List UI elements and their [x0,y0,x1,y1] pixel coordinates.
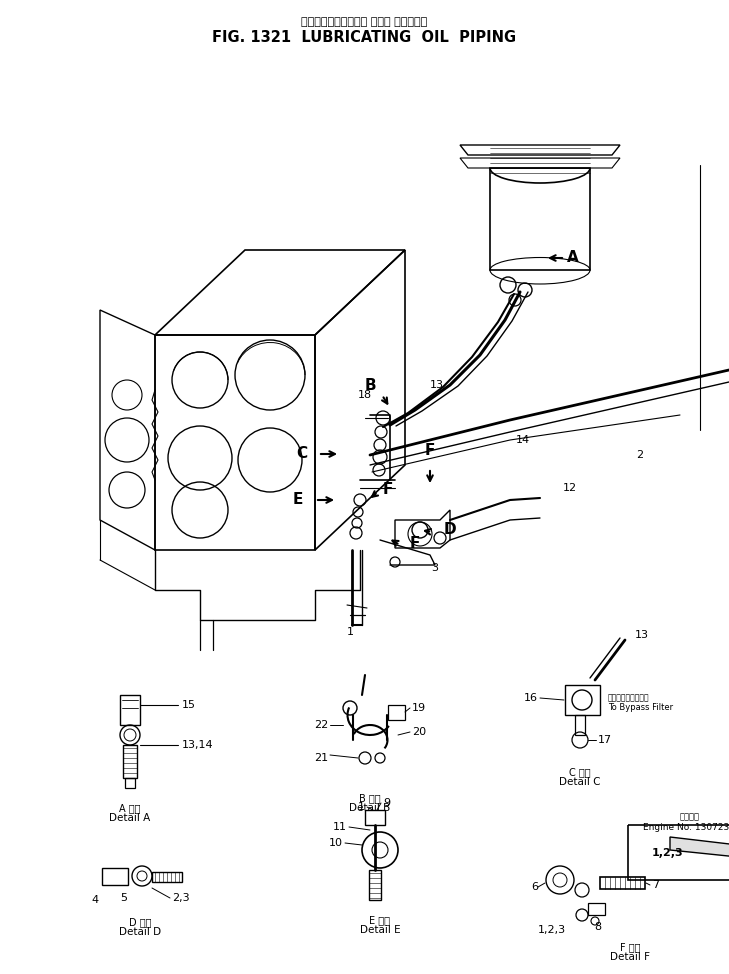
Text: E: E [292,493,303,507]
Text: F: F [410,536,421,550]
Text: 13: 13 [635,630,649,640]
Text: A: A [567,250,579,266]
Text: 1: 1 [346,627,354,637]
Text: 9: 9 [383,798,390,808]
Text: F: F [383,482,393,498]
Text: 18: 18 [358,390,372,400]
Text: FIG. 1321  LUBRICATING  OIL  PIPING: FIG. 1321 LUBRICATING OIL PIPING [212,30,516,46]
Text: Detail B: Detail B [349,803,391,813]
Text: 21: 21 [314,753,328,763]
Text: D: D [444,522,456,538]
Text: Detail E: Detail E [359,925,400,935]
Text: バイパスフィルタへ: バイパスフィルタへ [608,693,650,702]
Text: 14: 14 [516,435,530,445]
Text: 13: 13 [430,380,444,390]
Text: 適用号機: 適用号機 [680,812,700,821]
Text: 2,3: 2,3 [172,893,190,903]
Text: 1,2,3: 1,2,3 [538,925,566,935]
Text: B 詳細: B 詳細 [359,793,381,803]
Text: Detail A: Detail A [109,813,151,823]
Text: 19: 19 [412,703,426,713]
Text: 15: 15 [182,700,196,710]
Text: 4: 4 [91,895,98,905]
Text: 16: 16 [524,693,538,703]
Text: Detail C: Detail C [559,777,601,787]
Text: 11: 11 [333,822,347,832]
Bar [628,825,729,880]
Text: 10: 10 [329,838,343,848]
Text: 5: 5 [120,893,128,903]
Text: 8: 8 [594,922,601,932]
Text: 20: 20 [412,727,426,737]
Text: B: B [364,378,376,393]
Text: 6: 6 [531,882,538,892]
Text: To Bypass Filter: To Bypass Filter [608,703,673,713]
Text: E 詳細: E 詳細 [370,915,391,925]
Polygon shape [670,837,729,857]
Text: 2: 2 [636,450,644,460]
Text: Detail F: Detail F [610,952,650,962]
Text: 1,2,3: 1,2,3 [652,848,684,858]
Text: 17: 17 [598,735,612,745]
Text: A 詳細: A 詳細 [120,803,141,813]
Text: C 詳細: C 詳細 [569,767,590,777]
Text: ルーブリケーティング オイル パイピング: ルーブリケーティング オイル パイピング [301,17,427,27]
Text: 12: 12 [563,483,577,493]
Text: Engine No. 130723~: Engine No. 130723~ [643,822,729,832]
Text: 7: 7 [652,880,659,890]
Text: 22: 22 [313,720,328,730]
Text: 1: 1 [358,802,365,812]
Text: 3: 3 [432,563,439,573]
Text: 13,14: 13,14 [182,740,214,750]
Text: C: C [296,446,307,462]
Text: D 詳細: D 詳細 [129,917,151,927]
Text: F 詳細: F 詳細 [620,942,640,952]
Text: Detail D: Detail D [119,927,161,937]
Text: F: F [425,443,435,458]
